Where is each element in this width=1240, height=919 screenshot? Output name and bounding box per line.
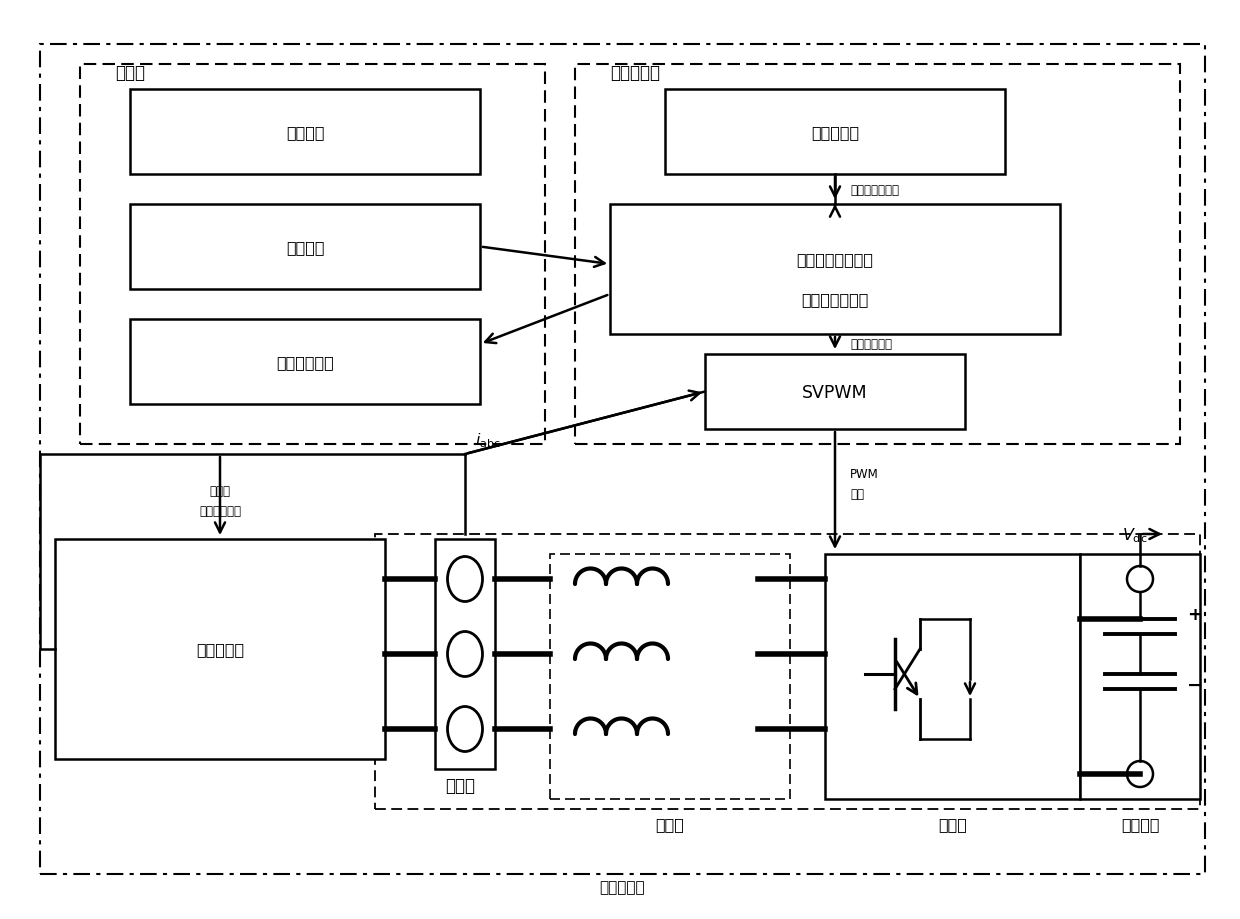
- Text: 原动机模型: 原动机模型: [811, 125, 859, 140]
- Bar: [130, 320, 480, 404]
- Bar: [551, 554, 790, 800]
- Bar: [55, 539, 384, 759]
- Text: 转速、: 转速、: [210, 484, 231, 497]
- Text: 实时仿真器: 实时仿真器: [610, 64, 660, 82]
- Text: +: +: [1188, 606, 1203, 623]
- Bar: [665, 90, 1004, 175]
- Text: 逆变器: 逆变器: [939, 817, 967, 832]
- Text: $i_{\mathrm{abc}}$: $i_{\mathrm{abc}}$: [475, 431, 501, 449]
- Text: 等效反电动势: 等效反电动势: [849, 338, 892, 351]
- Bar: [130, 205, 480, 289]
- Text: 转子位置角等: 转子位置角等: [198, 505, 241, 517]
- Text: 直流母线: 直流母线: [1121, 817, 1159, 832]
- Bar: [706, 355, 965, 429]
- Text: −: −: [1187, 675, 1203, 694]
- Text: 控制指令: 控制指令: [285, 125, 324, 140]
- Text: 脉冲: 脉冲: [849, 488, 864, 501]
- Text: 负载转矩或转速: 负载转矩或转速: [849, 183, 899, 197]
- Bar: [374, 535, 1200, 809]
- Bar: [81, 65, 546, 445]
- Text: $V_{\mathrm{dc}}$: $V_{\mathrm{dc}}$: [1122, 526, 1148, 544]
- Text: 滤波器: 滤波器: [656, 817, 684, 832]
- Text: 主回路: 主回路: [445, 777, 475, 794]
- Bar: [575, 65, 1180, 445]
- Bar: [435, 539, 495, 769]
- Text: 模拟目标电机模型: 模拟目标电机模型: [796, 252, 873, 267]
- Text: 上位机: 上位机: [115, 64, 145, 82]
- Text: PWM: PWM: [849, 468, 879, 481]
- Bar: [1080, 554, 1200, 800]
- Text: 电机模拟器: 电机模拟器: [600, 879, 645, 894]
- Text: SVPWM: SVPWM: [802, 383, 868, 401]
- Text: 电机模拟器模型: 电机模拟器模型: [801, 292, 869, 307]
- Text: 在线调参: 在线调参: [285, 240, 324, 255]
- Text: 实时仿真结果: 实时仿真结果: [277, 355, 334, 369]
- Bar: [825, 554, 1080, 800]
- Text: 电机驱动器: 电机驱动器: [196, 641, 244, 657]
- Bar: [610, 205, 1060, 335]
- Bar: [130, 90, 480, 175]
